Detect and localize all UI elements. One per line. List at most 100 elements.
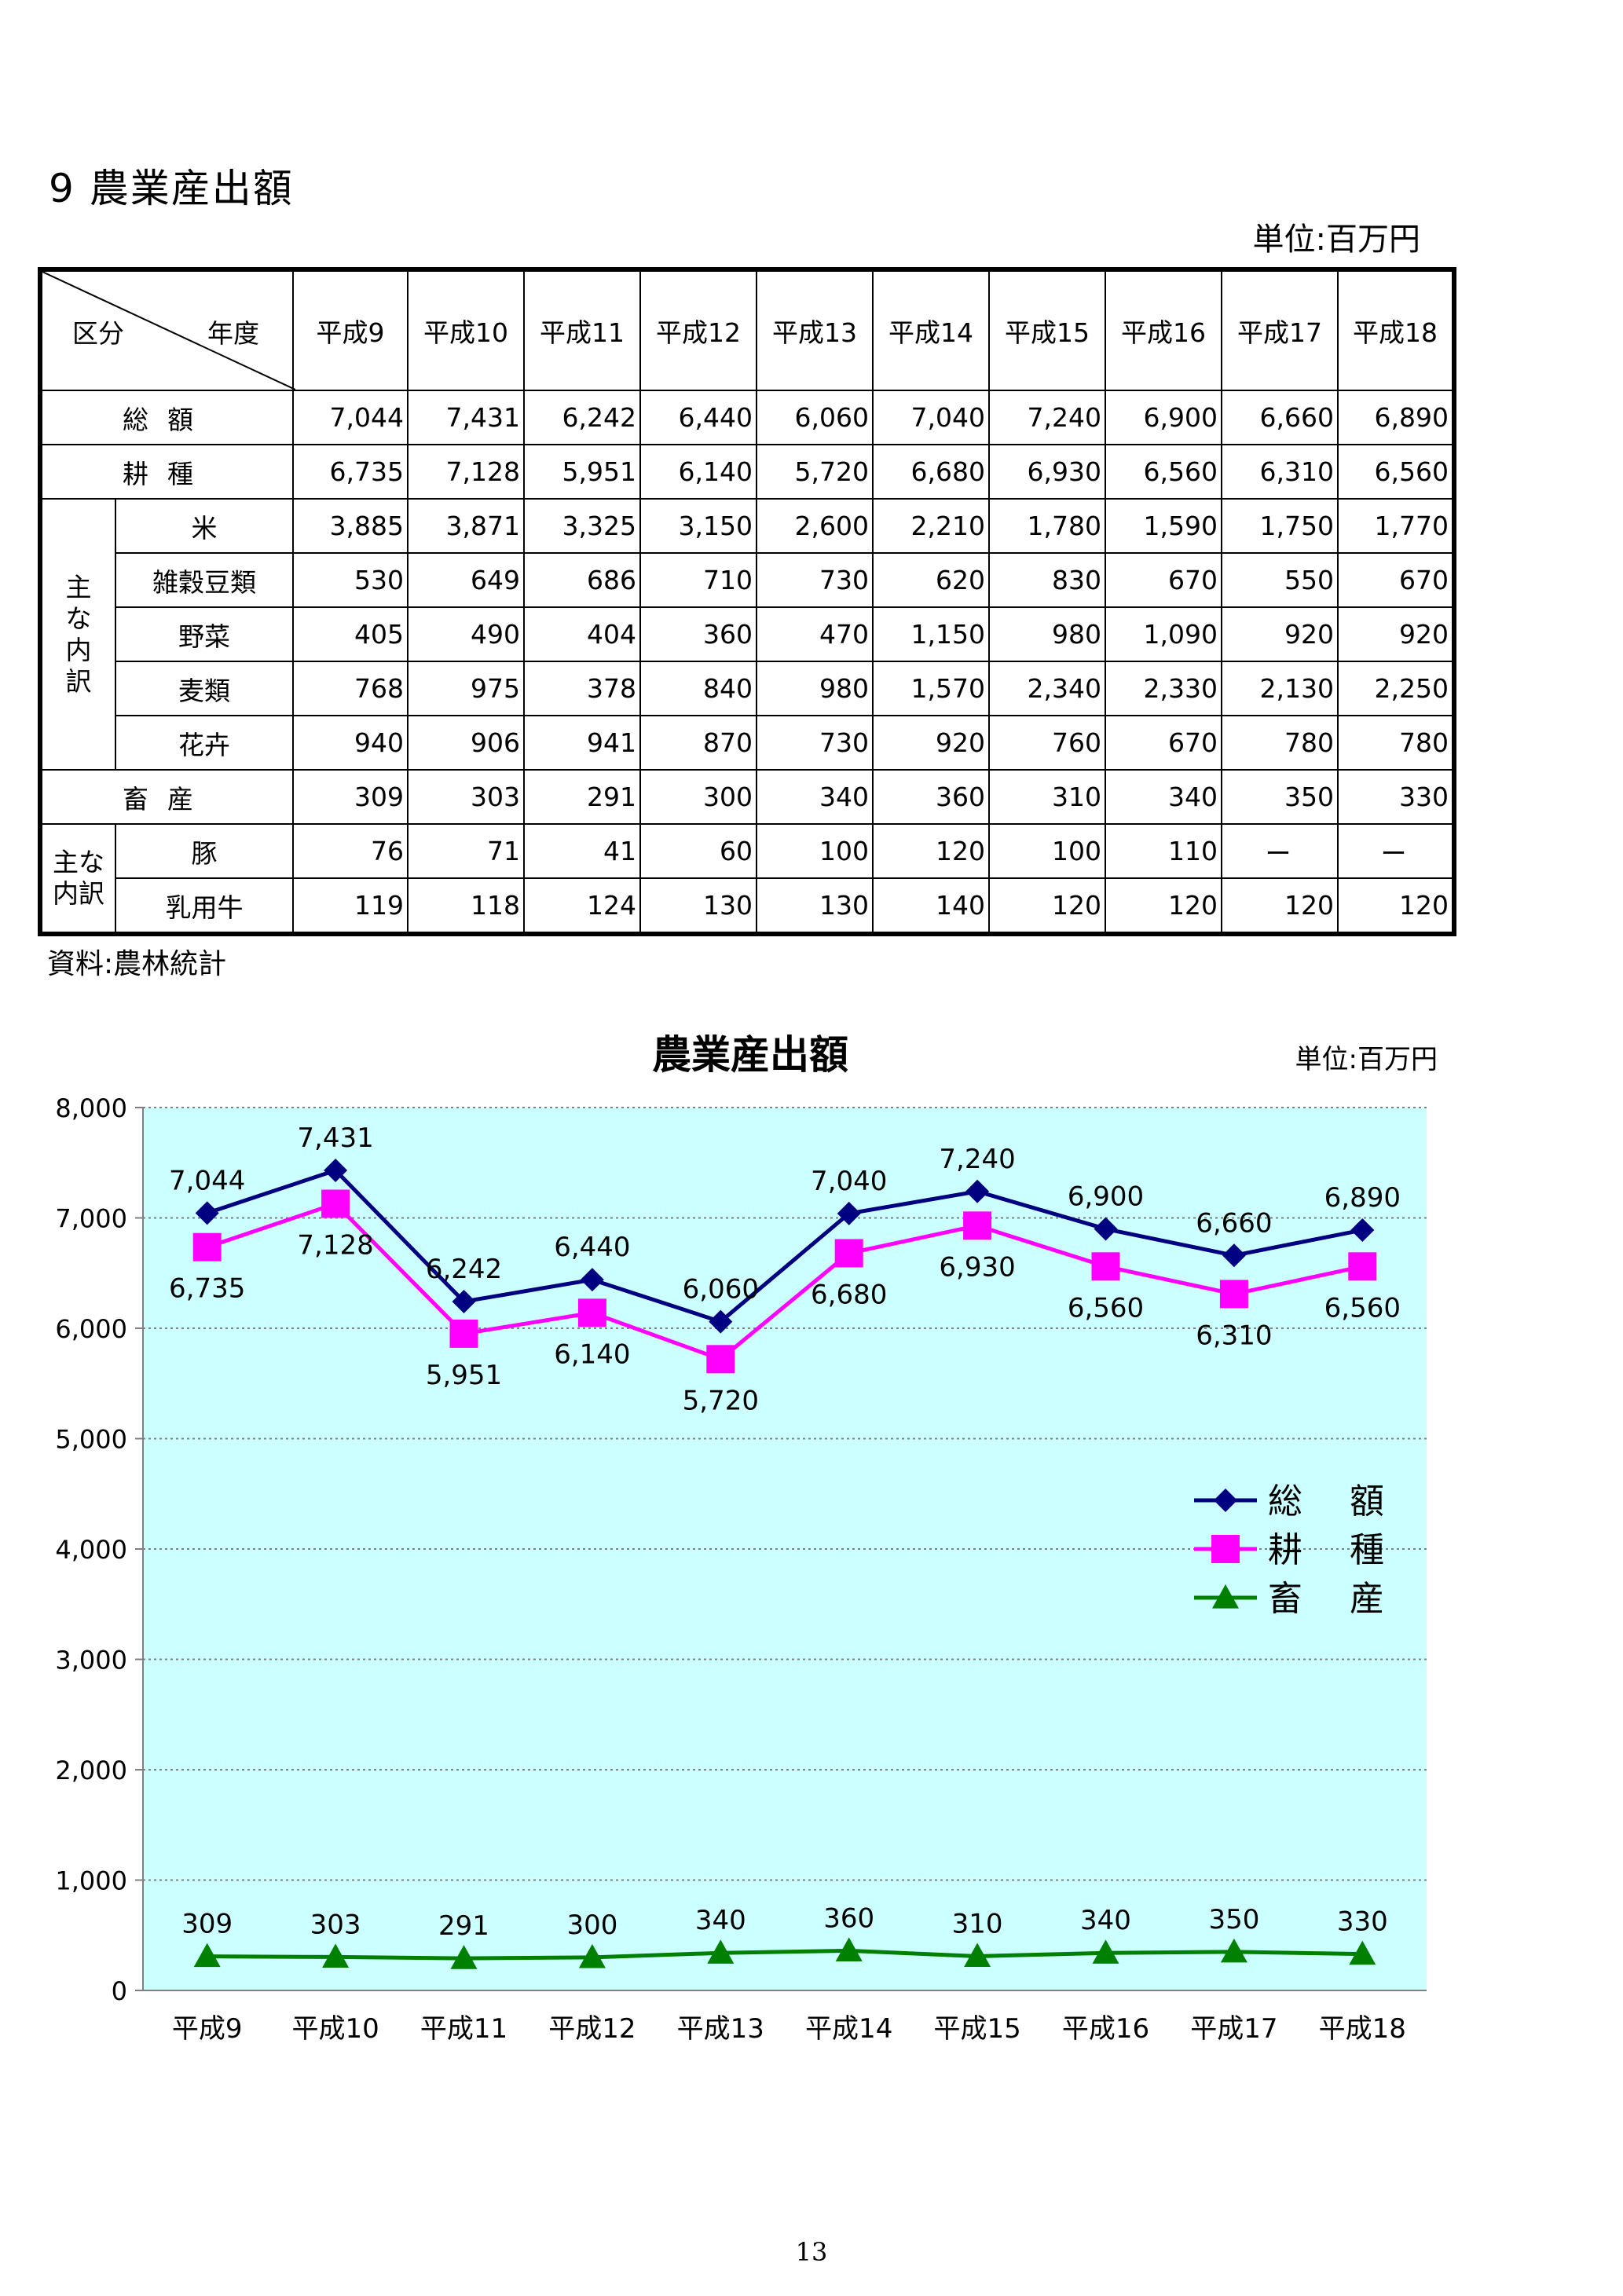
data-point <box>195 1201 219 1225</box>
y-axis-ticks: 0 1,000 2,000 3,000 4,000 5,000 6,000 7,000 8,00… <box>55 1093 143 2006</box>
table-row-dairy: 乳用牛 119 118 124 130 130 140 120 120 120 120 <box>40 877 1455 935</box>
table-cell: 2,330 <box>1105 661 1222 716</box>
data-label: 310 <box>952 1908 1003 1939</box>
data-label: 6,060 <box>683 1274 759 1305</box>
table-cell: 41 <box>523 823 641 879</box>
data-label: 7,240 <box>939 1144 1015 1175</box>
data-labels: 7,044 7,431 6,242 6,440 6,060 7,040 7,240 6,900… <box>169 1122 1401 1942</box>
x-tick-label: 平成15 <box>933 2013 1020 2045</box>
table-cell: 975 <box>407 661 525 716</box>
line-chart: 0 1,000 2,000 3,000 4,000 5,000 6,000 7,000 8,00… <box>55 1032 1438 2045</box>
table-cell: 550 <box>1221 552 1339 608</box>
table-cell: 6,310 <box>1221 444 1339 500</box>
series-line <box>206 1168 1363 1324</box>
table-row-livestock: 畜産 309 303 291 300 340 360 310 340 350 330 <box>39 769 1455 825</box>
data-label: 340 <box>695 1905 746 1936</box>
table-cell: 870 <box>639 715 757 771</box>
data-point <box>450 1945 478 1969</box>
table-cell: 3,871 <box>407 498 525 554</box>
table-cell: 2,600 <box>756 498 874 554</box>
table-cell: 140 <box>872 877 990 935</box>
data-point <box>1350 1218 1375 1242</box>
table-cell: 3,325 <box>523 498 641 554</box>
table-cell: 2,340 <box>988 661 1106 716</box>
table-cell: 360 <box>872 769 990 825</box>
data-point <box>963 1211 992 1240</box>
table-cell: 1,780 <box>988 498 1106 554</box>
y-tick-label: 5,000 <box>55 1425 127 1455</box>
year-header: 平成18 <box>1337 269 1455 391</box>
data-label: 6,560 <box>1068 1292 1144 1324</box>
x-tick-label: 平成10 <box>291 2013 379 2045</box>
table-cell: 6,140 <box>639 444 757 500</box>
chart-unit-label: 単位:百万円 <box>1295 1044 1438 1075</box>
corner-label-year: 年度 <box>207 318 259 349</box>
corner-diagonal-line <box>42 272 295 390</box>
table-cell: 310 <box>988 769 1106 825</box>
data-point <box>964 1943 991 1968</box>
x-tick-label: 平成17 <box>1190 2013 1277 2045</box>
y-tick-label: 1,000 <box>55 1866 127 1896</box>
group-label-text: 主な内訳 <box>53 847 104 909</box>
table-cell: 6,735 <box>292 444 408 500</box>
data-point <box>835 1937 863 1962</box>
data-point <box>1222 1243 1246 1268</box>
row-label-flowers: 花卉 <box>115 715 294 771</box>
table-cell: 3,885 <box>292 498 408 554</box>
year-header: 平成16 <box>1105 269 1222 391</box>
data-label: 6,930 <box>939 1251 1015 1283</box>
x-tick-label: 平成18 <box>1319 2013 1406 2045</box>
table-cell: 5,951 <box>523 444 641 500</box>
table-cell: 76 <box>292 823 408 879</box>
data-label: 6,310 <box>1196 1320 1272 1351</box>
data-label: 340 <box>1080 1905 1131 1936</box>
table-cell: 7,128 <box>407 444 525 500</box>
table-row-vegetables: 野菜 405 490 404 360 470 1,150 980 1,090 920 920 <box>40 606 1455 662</box>
table-row-pigs: 主な内訳 豚 76 71 41 60 100 120 100 110 ーー <box>39 823 1455 935</box>
source-note: 資料:農林統計 <box>47 948 227 980</box>
table-cell: 780 <box>1337 715 1455 771</box>
table-corner-cell: 区分 年度 <box>39 269 295 391</box>
table-row-total: 総額 7,044 7,431 6,242 6,440 6,060 7,040 7,240 6,… <box>39 390 1455 445</box>
x-tick-label: 平成9 <box>172 2013 243 2045</box>
data-label: 5,720 <box>683 1385 759 1416</box>
data-point <box>324 1158 348 1182</box>
x-tick-label: 平成13 <box>677 2013 764 2045</box>
table-cell: 6,900 <box>1105 390 1222 445</box>
table-cell: 840 <box>639 661 757 716</box>
data-label: 6,890 <box>1324 1182 1401 1214</box>
row-label-crops: 耕種 <box>39 444 294 500</box>
corner-label-category: 区分 <box>72 318 124 349</box>
data-point <box>837 1201 861 1225</box>
table-cell: 120 <box>872 823 990 879</box>
table-cell: 6,440 <box>639 390 757 445</box>
table-cell: 350 <box>1221 769 1339 825</box>
table-cell: 6,680 <box>872 444 990 500</box>
table-cell: 100 <box>988 823 1106 879</box>
data-label: 303 <box>310 1909 361 1940</box>
data-point <box>707 1939 735 1964</box>
table-row-crops: 耕種 6,735 7,128 5,951 6,140 5,720 6,680 6,930 6,… <box>39 444 1455 500</box>
y-tick-label: 2,000 <box>55 1756 127 1785</box>
table-cell: 7,431 <box>407 390 525 445</box>
table-cell: 760 <box>988 715 1106 771</box>
data-point <box>449 1319 478 1348</box>
data-point <box>709 1309 733 1334</box>
table-row-rice: 主な内訳 米 3,885 3,871 3,325 3,150 2,600 2,210 1,7… <box>39 498 1455 771</box>
table-cell: 130 <box>756 877 874 935</box>
legend-marker <box>1211 1535 1240 1563</box>
data-label: 309 <box>181 1909 233 1940</box>
data-point <box>1219 1280 1248 1309</box>
table-cell: 768 <box>292 661 408 716</box>
table-cell: 670 <box>1105 552 1222 608</box>
x-tick-label: 平成12 <box>548 2013 636 2045</box>
table-cell: 303 <box>407 769 525 825</box>
row-label-grains: 雑穀豆類 <box>115 552 294 608</box>
year-header: 平成13 <box>756 269 874 391</box>
table-cell: 941 <box>523 715 641 771</box>
table-cell: ー <box>1337 823 1455 879</box>
table-cell: 120 <box>1337 877 1455 935</box>
table-row-grains: 雑穀豆類 530 649 686 710 730 620 830 670 550 670 <box>40 552 1455 608</box>
year-header: 平成14 <box>872 269 990 391</box>
table-cell: 1,570 <box>872 661 990 716</box>
